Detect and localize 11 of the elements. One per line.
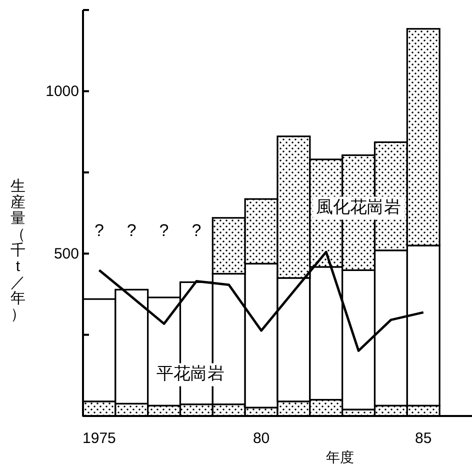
y-tick-label: 1000 xyxy=(46,83,79,100)
x-axis-title: 年度 xyxy=(326,449,354,465)
annotation: ? xyxy=(159,221,169,240)
annotation: ? xyxy=(94,221,104,240)
annotation: ? xyxy=(126,221,136,240)
x-tick-label: 80 xyxy=(252,430,270,447)
x-tick-label: 85 xyxy=(415,430,432,447)
annotation: ? xyxy=(192,221,202,240)
y-tick-label: 500 xyxy=(54,246,79,263)
text: 生産量（千t／年） xyxy=(10,178,26,323)
x-tick-label: 1975 xyxy=(82,430,116,447)
